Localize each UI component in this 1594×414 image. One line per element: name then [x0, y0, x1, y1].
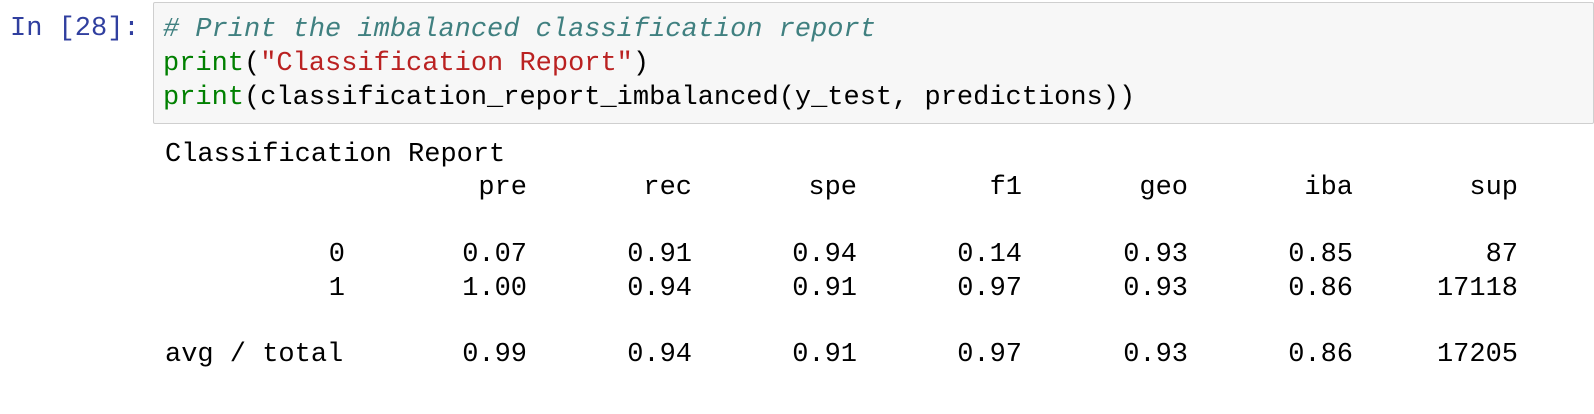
code-token: print	[163, 49, 245, 79]
code-token: print	[163, 83, 245, 113]
code-line: # Print the imbalanced classification re…	[163, 13, 1135, 47]
column-header: spe	[808, 173, 857, 203]
column-header: geo	[1139, 173, 1188, 203]
total-label: avg / total	[165, 340, 344, 370]
input-prompt: In [28]:	[10, 14, 140, 44]
cell-value: 0.91	[627, 240, 692, 270]
total-value: 0.94	[627, 340, 692, 370]
code-line: print("Classification Report")	[163, 47, 1135, 81]
total-value: 0.99	[462, 340, 527, 370]
total-value: 0.91	[792, 340, 857, 370]
code-token: # Print the imbalanced classification re…	[163, 15, 876, 45]
cell-value: 1.00	[462, 274, 527, 304]
column-header: pre	[478, 173, 527, 203]
cell-value: 0.07	[462, 240, 527, 270]
column-header: f1	[989, 173, 1022, 203]
total-value: 0.86	[1288, 340, 1353, 370]
cell-value: 0.91	[792, 274, 857, 304]
cell-value: 0.85	[1288, 240, 1353, 270]
column-header: iba	[1304, 173, 1353, 203]
code-token: (	[244, 49, 261, 79]
cell-value: 0.93	[1123, 240, 1188, 270]
cell-value: 0.86	[1288, 274, 1353, 304]
code-token: "Classification Report"	[260, 49, 633, 79]
cell-value: 0.94	[627, 274, 692, 304]
column-header: rec	[643, 173, 692, 203]
code-cell[interactable]: # Print the imbalanced classification re…	[153, 2, 1594, 124]
row-label: 0	[328, 240, 345, 270]
row-label: 1	[328, 274, 345, 304]
cell-value: 87	[1485, 240, 1518, 270]
cell-value: 0.94	[792, 240, 857, 270]
code-token: )	[632, 49, 650, 79]
code-token: (classification_report_imbalanced(y_test…	[244, 83, 1136, 113]
output-title: Classification Report	[165, 140, 506, 170]
code: # Print the imbalanced classification re…	[163, 13, 1135, 115]
cell-value: 0.14	[957, 240, 1022, 270]
column-header: sup	[1469, 173, 1518, 203]
total-value: 0.97	[957, 340, 1022, 370]
cell-value: 0.97	[957, 274, 1022, 304]
code-line: print(classification_report_imbalanced(y…	[163, 81, 1135, 115]
cell-value: 0.93	[1123, 274, 1188, 304]
cell-value: 17118	[1436, 274, 1518, 304]
total-value: 0.93	[1123, 340, 1188, 370]
total-value: 17205	[1436, 340, 1518, 370]
